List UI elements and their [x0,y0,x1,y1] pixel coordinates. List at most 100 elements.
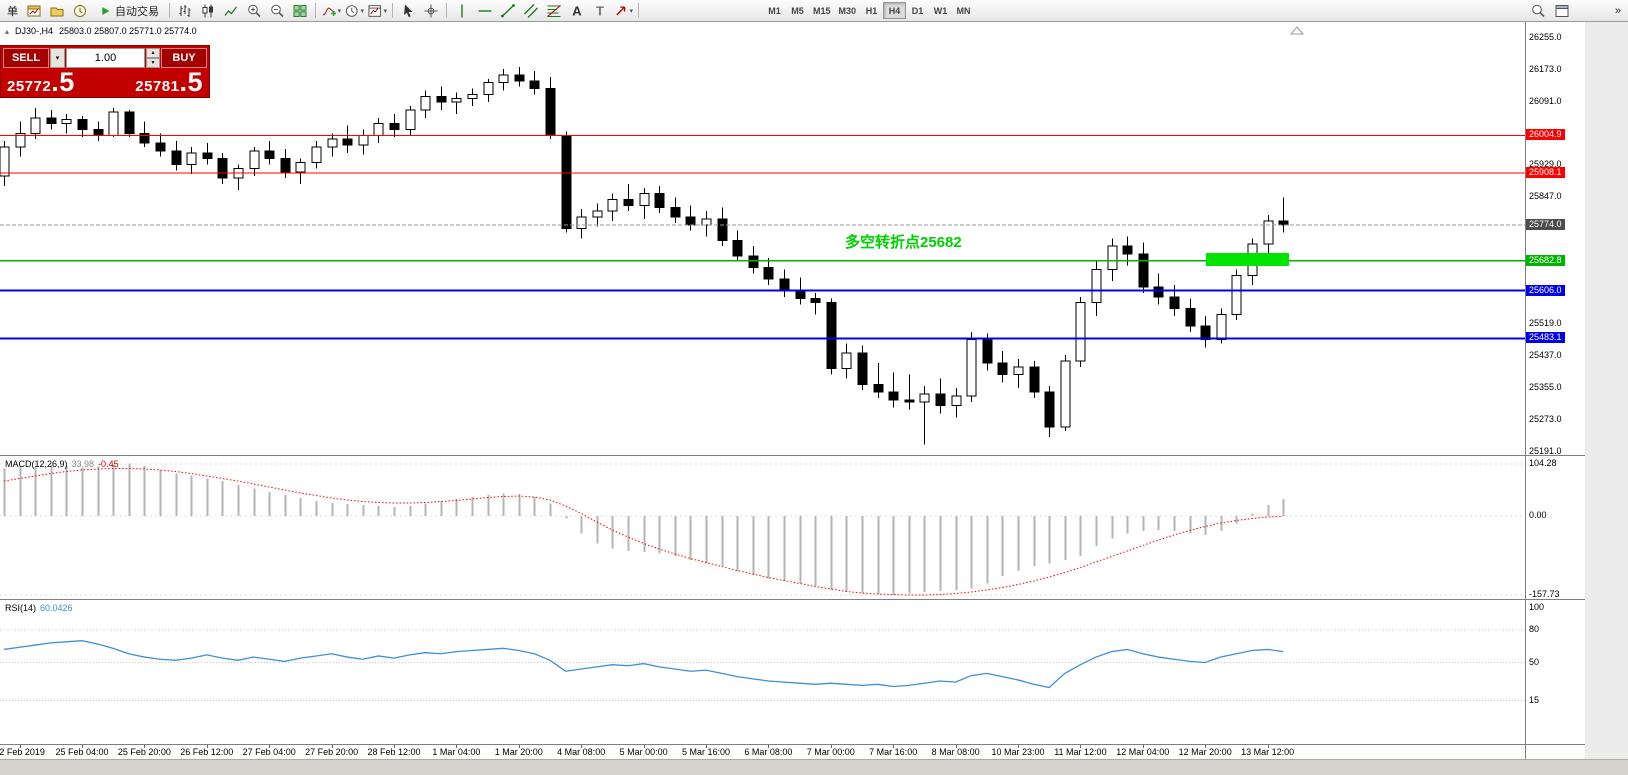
candle [904,399,915,403]
text-label-icon[interactable]: T [589,1,611,20]
time-tick [768,745,770,748]
candle [217,158,228,179]
time-tick [456,745,458,748]
price-axis-label: 26255.0 [1529,32,1562,42]
vertical-line-icon[interactable] [451,1,473,20]
time-axis[interactable]: 22 Feb 2019 25 Feb 04:00 25 Feb 20:00 26 Fe… [0,745,1525,759]
profiles-icon[interactable] [46,1,68,20]
chart-annotation-text[interactable]: 多空转折点25682 [845,234,962,251]
candle [1091,269,1102,304]
time-axis-label: 10 Mar 23:00 [991,747,1045,757]
zoom-out-icon[interactable] [266,1,288,20]
timeframe-mn[interactable]: MN [952,2,975,19]
time-tick [581,745,583,748]
candle [1231,274,1242,315]
indicators-icon[interactable]: ▾ [320,1,342,20]
timeframe-w1[interactable]: W1 [929,2,952,19]
time-axis-label: 6 Mar 08:00 [744,747,793,757]
macd-panel[interactable] [0,456,1525,599]
rsi-label: RSI(14) 60.0426 [5,603,73,613]
rsi-splitter[interactable] [0,599,1585,600]
sell-price[interactable]: 25772.5 [7,69,75,96]
horizontal-scroll-area[interactable] [0,759,1628,775]
market-watch-icon[interactable] [69,1,91,20]
candlestick-chart-icon[interactable] [197,1,219,20]
candle [1263,220,1274,245]
time-axis-label: 4 Mar 08:00 [557,747,606,757]
trendline-icon[interactable] [497,1,519,20]
buy-price[interactable]: 25781.5 [135,69,203,96]
timeframe-d1[interactable]: D1 [906,2,929,19]
macd-splitter[interactable] [0,455,1585,456]
new-chart-icon[interactable] [23,1,45,20]
time-tick [206,745,208,748]
macd-main-value: 33.98 [71,459,95,469]
timeframe-m1[interactable]: M1 [763,2,786,19]
buy-button[interactable]: BUY [161,48,207,68]
right-margin [1585,22,1628,759]
toolbar-separator [169,3,170,18]
candle [405,109,416,130]
candle [748,255,759,269]
arrows-icon[interactable]: ▾ [612,1,634,20]
rsi-panel[interactable] [0,600,1525,744]
timeframe-m15[interactable]: M15 [809,2,835,19]
volume-up-button[interactable]: ▴ [146,48,160,58]
full-screen-icon[interactable] [1551,1,1573,20]
candle [1278,220,1289,226]
candle [342,138,353,146]
symbol-label: DJ30-,H4 [15,26,54,36]
time-axis-label: 27 Feb 04:00 [242,747,296,757]
time-axis-label: 5 Mar 00:00 [619,747,668,757]
cursor-icon[interactable] [397,1,419,20]
channel-icon[interactable] [520,1,542,20]
templates-icon[interactable]: ▾ [366,1,388,20]
autotrade-button[interactable]: 自动交易 [92,1,165,20]
candle [1185,307,1196,327]
volume-input[interactable] [66,48,145,68]
time-axis-label: 5 Mar 16:00 [681,747,731,757]
zoom-in-icon[interactable] [243,1,265,20]
window-menu[interactable]: 单 [7,5,18,18]
timeframe-m5[interactable]: M5 [786,2,809,19]
candle [685,216,696,226]
candle [966,339,977,397]
toolbar-overflow-icon[interactable]: » [1614,4,1621,17]
scroll-to-end-marker[interactable] [1289,26,1305,35]
search-icon[interactable] [1527,1,1549,20]
timeframe-h4[interactable]: H4 [883,2,907,19]
volume-down-button[interactable]: ▾ [146,58,160,68]
sell-button[interactable]: SELL [3,48,49,68]
time-axis-label: 12 Mar 20:00 [1178,747,1232,757]
candle [732,239,743,257]
timeframe-m30[interactable]: M30 [835,2,861,19]
toolbar-separator [315,3,316,18]
timeframe-h1[interactable]: H1 [860,2,883,19]
candle [997,362,1008,376]
time-tick [1205,745,1207,748]
periods-icon[interactable]: ▾ [343,1,365,20]
crosshair-icon[interactable] [420,1,442,20]
svg-text:T: T [596,3,604,18]
price-axis[interactable]: 26004.9 25908.1 25682.8 25606.0 25483.1 25774… [1525,22,1585,759]
line-chart-icon[interactable] [220,1,242,20]
tile-windows-icon[interactable] [289,1,311,20]
candle [420,95,431,111]
one-click-trading-panel: SELL ▾ ▴ ▾ BUY 25772.5 25781.5 [0,45,210,98]
candle [61,119,72,125]
fibonacci-icon[interactable] [543,1,565,20]
trade-options-dropdown[interactable]: ▾ [50,48,65,68]
candle [30,117,41,134]
horizontal-line-icon[interactable] [474,1,496,20]
buy-price-pips: .5 [179,67,203,97]
highlight-rectangle[interactable] [1206,253,1289,267]
time-tick [144,745,146,748]
rsi-axis-label: 15 [1529,694,1540,705]
time-axis-divider [0,744,1585,745]
bar-chart-icon[interactable] [174,1,196,20]
price-chart[interactable] [0,22,1525,455]
toolbar-separator [392,3,393,18]
text-icon[interactable]: A [566,1,588,20]
candle [654,193,665,208]
